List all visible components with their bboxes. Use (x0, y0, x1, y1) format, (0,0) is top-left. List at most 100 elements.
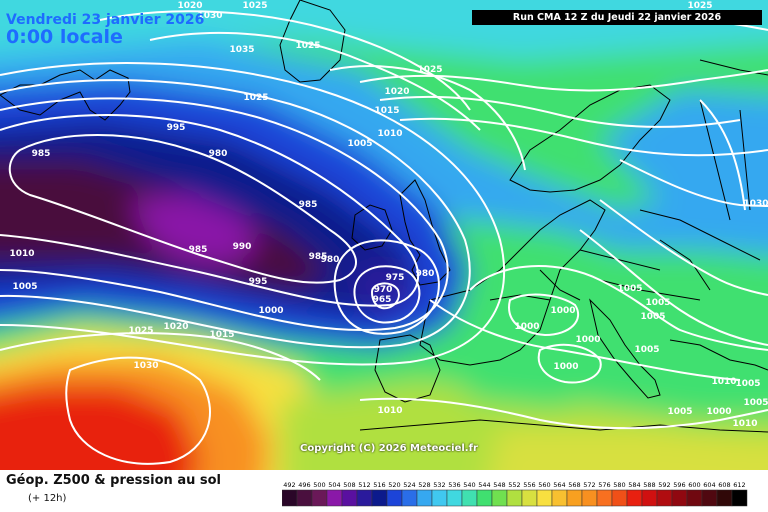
scale-tick-label: 536 (448, 481, 460, 489)
isobar-label: 1000 (575, 335, 600, 345)
scale-tick-label: 504 (328, 481, 340, 489)
isobar-label: 1025 (242, 1, 267, 11)
isobar-label: 1010 (377, 129, 402, 139)
forecast-date: Vendredi 23 janvier 2026 (6, 12, 205, 28)
scale-tick-label: 540 (463, 481, 475, 489)
color-scale-legend: 492 496 500 504 508 512 516 520 524 528 532 536 540 5… (282, 481, 748, 507)
isobar-label: 1010 (377, 406, 402, 416)
scale-swatch (356, 489, 373, 507)
scale-swatch (521, 489, 538, 507)
scale-tick-label: 524 (403, 481, 415, 489)
isobar-label: 1000 (553, 362, 578, 372)
forecast-range: (+ 12h) (28, 493, 67, 504)
isobar-label: 985 (309, 252, 328, 262)
scale-tick-label: 600 (688, 481, 700, 489)
forecast-time: 0:00 locale (6, 26, 123, 48)
scale-tick-label: 608 (718, 481, 730, 489)
scale-tick-label: 572 (583, 481, 595, 489)
scale-tick-label: 520 (388, 481, 400, 489)
isobar-label: 1005 (347, 139, 372, 149)
scale-tick-label: 552 (508, 481, 520, 489)
isobar-label: 1025 (417, 65, 442, 75)
scale-tick-label: 556 (523, 481, 535, 489)
isobar-label: 970 (374, 285, 393, 295)
scale-swatch (641, 489, 658, 507)
copyright-notice: Copyright (C) 2026 Meteociel.fr (300, 443, 478, 454)
scale-tick-label: 580 (613, 481, 625, 489)
isobar-label: 1025 (243, 93, 268, 103)
scale-swatch (311, 489, 328, 507)
isobar-label: 1020 (177, 1, 202, 11)
scale-swatch (341, 489, 358, 507)
isobar-label: 1020 (163, 322, 188, 332)
scale-tick-label: 512 (358, 481, 370, 489)
scale-swatch (446, 489, 463, 507)
scale-swatch (386, 489, 403, 507)
isobar-label: 1025 (295, 41, 320, 51)
isobar-label: 995 (249, 277, 268, 287)
scale-swatch (476, 489, 493, 507)
scale-tick-label: 568 (568, 481, 580, 489)
coastlines (0, 0, 768, 433)
scale-tick-label: 496 (298, 481, 310, 489)
scale-tick-label: 492 (283, 481, 295, 489)
isobar-label: 1010 (9, 249, 34, 259)
isobar-label: 1030 (133, 361, 158, 371)
scale-swatch (701, 489, 718, 507)
isobar-label: 985 (32, 149, 51, 159)
scale-swatch (581, 489, 598, 507)
isobar-label: 1005 (640, 312, 665, 322)
isobar-label: 985 (189, 245, 208, 255)
forecast-header: Vendredi 23 janvier 2026 0:00 locale (6, 12, 204, 48)
isobar-label: 1005 (735, 379, 760, 389)
scale-swatch (551, 489, 568, 507)
scale-swatch (431, 489, 448, 507)
isobar-label: 1005 (617, 284, 642, 294)
scale-swatch (416, 489, 433, 507)
scale-tick-label: 532 (433, 481, 445, 489)
scale-tick-label: 612 (733, 481, 745, 489)
isobar-label: 1025 (687, 1, 712, 11)
scale-swatch (686, 489, 703, 507)
scale-tick-label: 596 (673, 481, 685, 489)
isobar-label: 1005 (645, 298, 670, 308)
scale-swatch (371, 489, 388, 507)
isobar-label: 1015 (374, 106, 399, 116)
isobar-label: 980 (209, 149, 228, 159)
scale-swatch (656, 489, 673, 507)
scale-tick-label: 560 (538, 481, 550, 489)
scale-swatch (611, 489, 628, 507)
scale-tick-label: 544 (478, 481, 490, 489)
scale-tick-label: 548 (493, 481, 505, 489)
isobar-label: 1010 (711, 377, 736, 387)
isobar-label: 1000 (514, 322, 539, 332)
scale-tick-label: 588 (643, 481, 655, 489)
scale-swatch (296, 489, 313, 507)
isobar-label: 1005 (667, 407, 692, 417)
scale-swatch (671, 489, 688, 507)
isobar-label: 1005 (634, 345, 659, 355)
scale-tick-label: 516 (373, 481, 385, 489)
scale-tick-label: 576 (598, 481, 610, 489)
scale-swatch (731, 489, 748, 507)
isobar-label: 980 (321, 255, 340, 265)
scale-swatch (326, 489, 343, 507)
model-run-label: Run CMA 12 Z du Jeudi 22 janvier 2026 (472, 10, 762, 25)
scale-swatch (536, 489, 553, 507)
isobar-label: 995 (167, 123, 186, 133)
isobar-label: 1020 (384, 87, 409, 97)
scale-swatch (282, 489, 298, 507)
scale-swatch (716, 489, 733, 507)
scale-tick-label: 508 (343, 481, 355, 489)
isobar-label: 1025 (128, 326, 153, 336)
isobar-label: 1030 (743, 199, 768, 209)
isobar-label: 1000 (706, 407, 731, 417)
scale-swatch (461, 489, 478, 507)
scale-swatch (596, 489, 613, 507)
scale-tick-label: 528 (418, 481, 430, 489)
scale-swatch (491, 489, 508, 507)
isobar-label: 1005 (12, 282, 37, 292)
